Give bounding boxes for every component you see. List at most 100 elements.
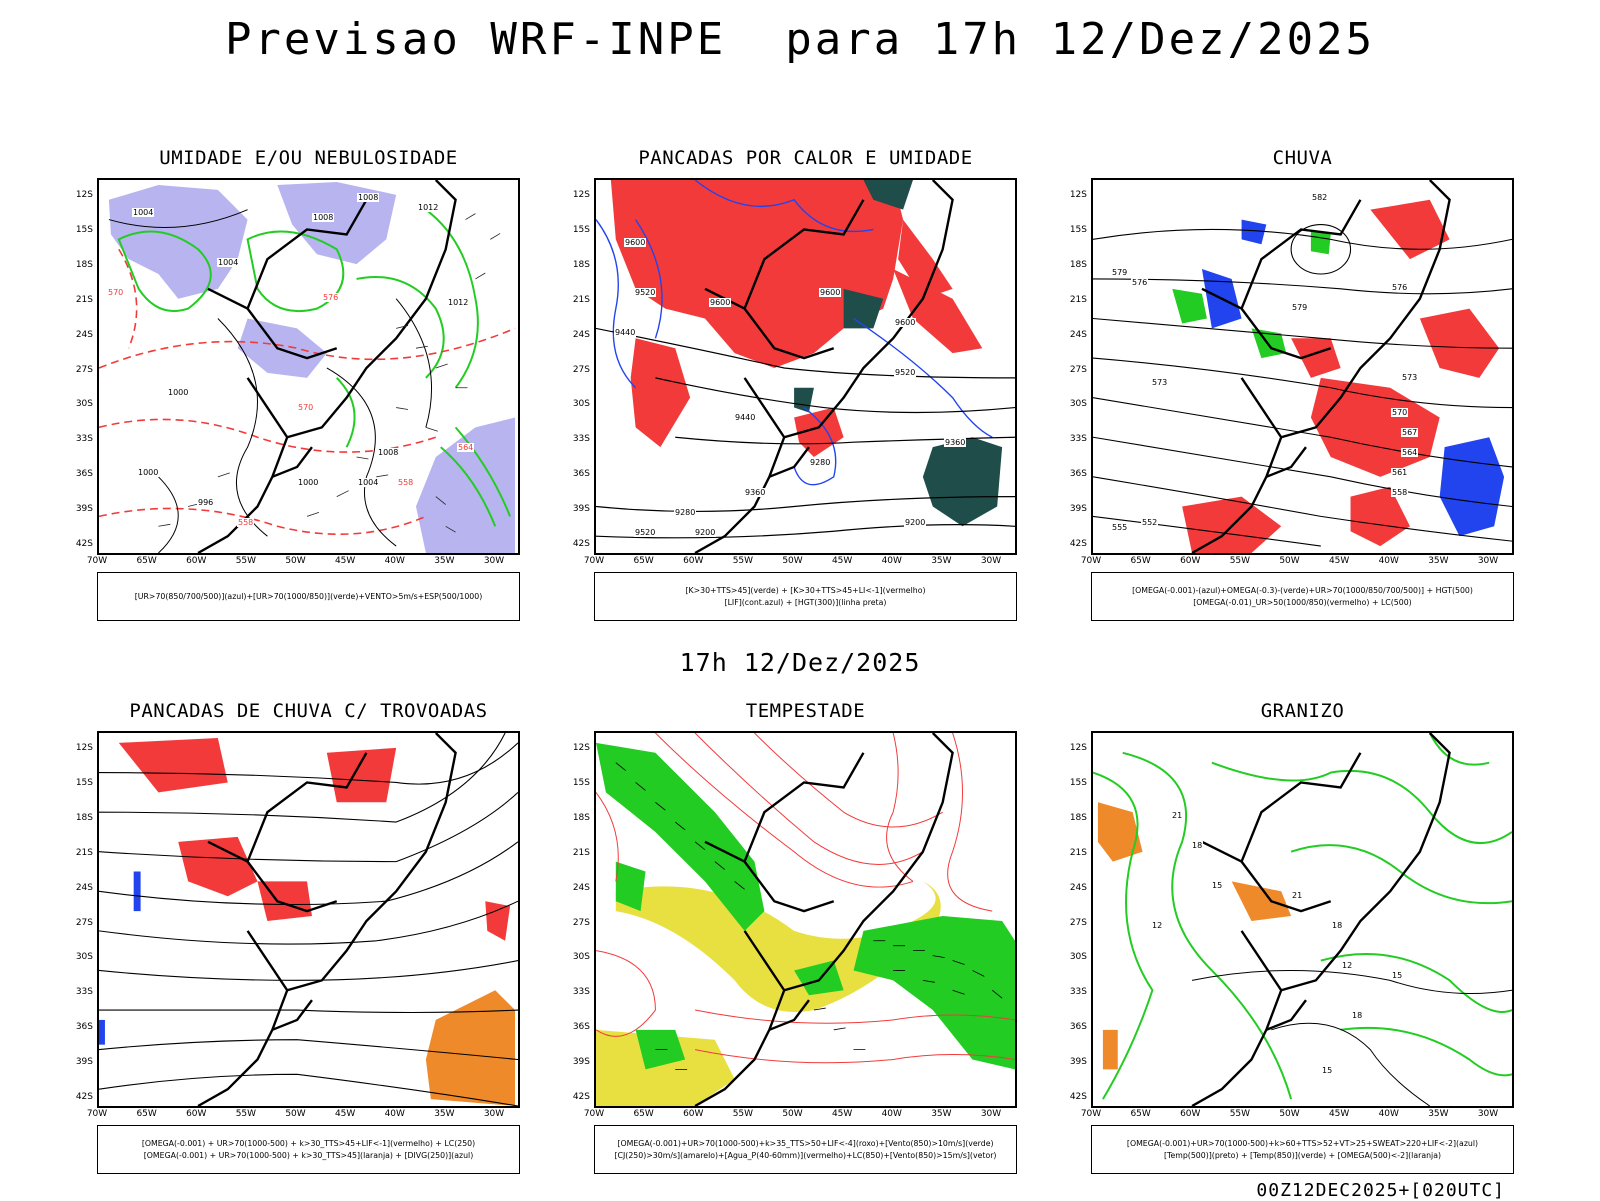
x-tick-label: 30W bbox=[1477, 1109, 1499, 1119]
contour-value-label: 9280 bbox=[674, 508, 697, 517]
legend-line: [LIF](cont.azul) + [HGT(300)](linha pret… bbox=[724, 597, 887, 607]
map-trovoadas-canvas bbox=[99, 733, 518, 1106]
y-tick-label: 18S bbox=[1069, 259, 1087, 270]
lif-contours bbox=[596, 180, 993, 486]
x-tick-label: 70W bbox=[86, 1109, 108, 1119]
x-tick-label: 50W bbox=[285, 1109, 306, 1119]
x-tick-label: 65W bbox=[136, 556, 157, 566]
y-tick-label: 36S bbox=[75, 1022, 93, 1033]
legend-line: [OMEGA(-0.001)-(azul)+OMEGA(-0.3)-(verde… bbox=[1132, 585, 1473, 595]
legend-line: [OMEGA(-0.001) + UR>70(1000-500) + k>30_… bbox=[143, 1150, 474, 1160]
x-tick-label: 60W bbox=[1180, 556, 1201, 566]
y-tick-label: 24S bbox=[1069, 329, 1087, 340]
x-tick-label: 50W bbox=[285, 556, 306, 566]
x-tick-label: 65W bbox=[1130, 1109, 1151, 1119]
x-tick-label: 30W bbox=[483, 556, 505, 566]
x-tick-label: 70W bbox=[583, 556, 605, 566]
contour-value-label: 570 bbox=[1391, 408, 1409, 417]
y-tick-label: 33S bbox=[572, 987, 590, 998]
legend-line: [OMEGA(-0.001)+UR>70(1000-500)+k>35_TTS>… bbox=[617, 1138, 994, 1148]
x-tick-label: 50W bbox=[1279, 1109, 1300, 1119]
legend-line: [CJ(250)>30m/s](amarelo)+[Agua_P(40-60mm… bbox=[614, 1150, 997, 1160]
legend-line: [OMEGA(-0.01)_UR>50(1000/850)(vermelho) … bbox=[1193, 597, 1412, 607]
y-tick-label: 30S bbox=[1069, 952, 1087, 963]
y-tick-label: 39S bbox=[572, 504, 590, 515]
contour-value-label: 9360 bbox=[944, 438, 967, 447]
legend-line: [Temp(500)](preto) + [Temp(850)](verde) … bbox=[1163, 1150, 1442, 1160]
temp-500-contours bbox=[1191, 970, 1512, 1106]
y-tick-label: 18S bbox=[1069, 812, 1087, 823]
y-tick-label: 33S bbox=[75, 434, 93, 445]
political-borders bbox=[197, 733, 457, 1106]
y-tick-label: 36S bbox=[1069, 1022, 1087, 1033]
contour-value-label: 1008 bbox=[357, 193, 380, 202]
contour-value-label: 564 bbox=[457, 443, 475, 452]
y-tick-label: 42S bbox=[1069, 539, 1087, 549]
omega-500-area bbox=[1097, 802, 1292, 1070]
panel-legend-tempestade: [OMEGA(-0.001)+UR>70(1000-500)+k>35_TTS>… bbox=[594, 1125, 1017, 1174]
y-tick-label: 12S bbox=[75, 190, 93, 200]
x-tick-label: 35W bbox=[931, 1109, 952, 1119]
x-tick-label: 50W bbox=[782, 556, 803, 566]
x-tick-label: 60W bbox=[683, 556, 704, 566]
political-borders bbox=[1191, 180, 1451, 553]
political-borders bbox=[197, 180, 457, 553]
x-tick-label: 65W bbox=[633, 1109, 654, 1119]
x-tick-label: 45W bbox=[1328, 556, 1350, 566]
legend-line: [OMEGA(-0.001)+UR>70(1000-500)+k>60+TTS>… bbox=[1126, 1138, 1479, 1148]
y-tick-label: 30S bbox=[1069, 399, 1087, 410]
contour-value-label: 9360 bbox=[744, 488, 767, 497]
contour-value-label: 567 bbox=[1401, 428, 1419, 437]
panel-legend-granizo: [OMEGA(-0.001)+UR>70(1000-500)+k>60+TTS>… bbox=[1091, 1125, 1514, 1174]
x-tick-label: 40W bbox=[384, 556, 405, 566]
y-tick-label: 27S bbox=[572, 917, 590, 928]
political-borders bbox=[694, 733, 954, 1106]
y-tick-label: 42S bbox=[75, 1092, 93, 1102]
y-tick-label: 30S bbox=[572, 399, 590, 410]
map-pancadas-calor-canvas bbox=[596, 180, 1015, 553]
y-tick-label: 33S bbox=[75, 987, 93, 998]
k-tts-li-area bbox=[610, 180, 983, 458]
contour-value-label: 9200 bbox=[904, 518, 927, 527]
contour-value-label: 1008 bbox=[312, 213, 335, 222]
x-tick-label: 70W bbox=[583, 1109, 605, 1119]
x-tick-label: 40W bbox=[384, 1109, 405, 1119]
contour-value-label: 582 bbox=[1311, 193, 1329, 202]
y-tick-label: 42S bbox=[572, 1092, 590, 1102]
x-tick-label: 40W bbox=[1378, 556, 1399, 566]
y-tick-label: 36S bbox=[572, 469, 590, 480]
political-borders bbox=[1191, 733, 1451, 1106]
contour-value-label: 9600 bbox=[894, 318, 917, 327]
panel-legend-pancadas-calor: [K>30+TTS>45](verde) + [K>30+TTS>45+LI<-… bbox=[594, 572, 1017, 621]
contour-value-label: 9600 bbox=[709, 298, 732, 307]
contour-value-label: 9600 bbox=[624, 238, 647, 247]
contour-value-label: 564 bbox=[1401, 448, 1419, 457]
x-tick-label: 65W bbox=[136, 1109, 157, 1119]
panel-title-pancadas-calor: PANCADAS POR CALOR E UMIDADE bbox=[638, 147, 973, 169]
run-timestamp: 00Z12DEC2025+[020UTC] bbox=[1256, 1180, 1505, 1201]
mid-time-label: 17h 12/Dez/2025 bbox=[679, 648, 921, 677]
y-tick-label: 18S bbox=[75, 812, 93, 823]
contour-value-label: 12 bbox=[1151, 921, 1164, 930]
x-tick-label: 35W bbox=[434, 556, 455, 566]
y-tick-label: 18S bbox=[75, 259, 93, 270]
x-tick-label: 35W bbox=[434, 1109, 455, 1119]
x-tick-label: 70W bbox=[1080, 1109, 1102, 1119]
contour-value-label: 1004 bbox=[357, 478, 380, 487]
x-tick-label: 35W bbox=[1428, 1109, 1449, 1119]
y-tick-label: 36S bbox=[572, 1022, 590, 1033]
y-tick-label: 30S bbox=[75, 399, 93, 410]
y-tick-label: 21S bbox=[572, 294, 590, 305]
wind-vectors bbox=[158, 213, 501, 533]
jet-250-area bbox=[596, 881, 941, 1106]
x-tick-label: 65W bbox=[633, 556, 654, 566]
contour-value-label: 573 bbox=[1151, 378, 1169, 387]
map-umidade-canvas bbox=[99, 180, 516, 553]
x-tick-label: 55W bbox=[1229, 1109, 1251, 1119]
y-tick-label: 21S bbox=[1069, 294, 1087, 305]
panel-legend-umidade: [UR>70(850/700/500)](azul)+[UR>70(1000/8… bbox=[97, 572, 520, 621]
x-tick-label: 50W bbox=[782, 1109, 803, 1119]
contour-value-label: 15 bbox=[1391, 971, 1404, 980]
thunder-area bbox=[118, 737, 511, 941]
y-tick-label: 21S bbox=[1069, 847, 1087, 858]
